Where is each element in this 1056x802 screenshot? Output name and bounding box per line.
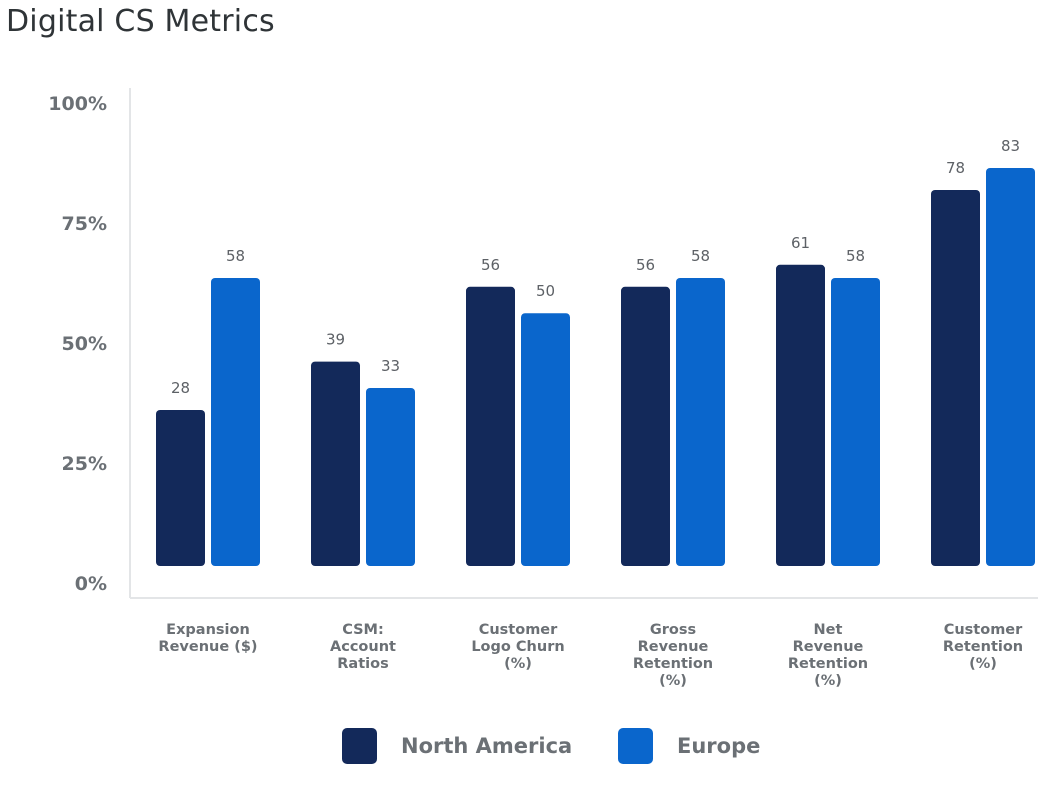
bar-europe [831, 278, 880, 566]
y-tick-label: 50% [62, 333, 107, 355]
x-tick-label: CSM: Account Ratios [330, 622, 396, 672]
legend-item-europe: Europe [618, 728, 760, 764]
data-label: 78 [946, 159, 965, 177]
data-label: 39 [326, 331, 345, 349]
x-tick-label: Customer Logo Churn (%) [471, 622, 565, 672]
bar-europe [521, 313, 570, 566]
bar-europe [211, 278, 260, 566]
legend-swatch-europe [618, 728, 653, 764]
bar-north-america [776, 264, 825, 566]
bar-north-america [311, 361, 360, 566]
y-tick-label: 25% [62, 453, 107, 475]
bar-europe [366, 388, 415, 566]
x-tick-label: Gross Revenue Retention (%) [632, 622, 714, 689]
y-tick-label: 100% [48, 93, 107, 115]
legend-label-north-america: North America [401, 734, 573, 758]
data-label: 58 [691, 247, 710, 265]
x-tick-label: Net Revenue Retention (%) [787, 622, 869, 689]
data-label: 58 [846, 247, 865, 265]
legend-swatch-north-america [342, 728, 377, 764]
data-label: 56 [636, 256, 655, 274]
data-label: 58 [226, 247, 245, 265]
bar-europe [986, 168, 1035, 566]
x-tick-label: Expansion Revenue ($) [158, 622, 258, 655]
bar-europe [676, 278, 725, 566]
bar-north-america [621, 286, 670, 566]
bar-north-america [931, 190, 980, 566]
bar-north-america [156, 410, 205, 566]
legend-label-europe: Europe [677, 734, 761, 758]
bar-north-america [466, 286, 515, 566]
data-label: 83 [1001, 137, 1020, 155]
chart-title: Digital CS Metrics [6, 4, 275, 39]
x-tick-label: Customer Retention (%) [942, 622, 1024, 672]
data-label: 61 [791, 234, 810, 252]
data-label: 56 [481, 256, 500, 274]
data-label: 50 [536, 282, 555, 300]
y-tick-label: 75% [62, 213, 107, 235]
data-label: 33 [381, 357, 400, 375]
y-tick-label: 0% [75, 573, 107, 595]
data-label: 28 [171, 379, 190, 397]
legend-item-north-america: North America [342, 728, 572, 764]
